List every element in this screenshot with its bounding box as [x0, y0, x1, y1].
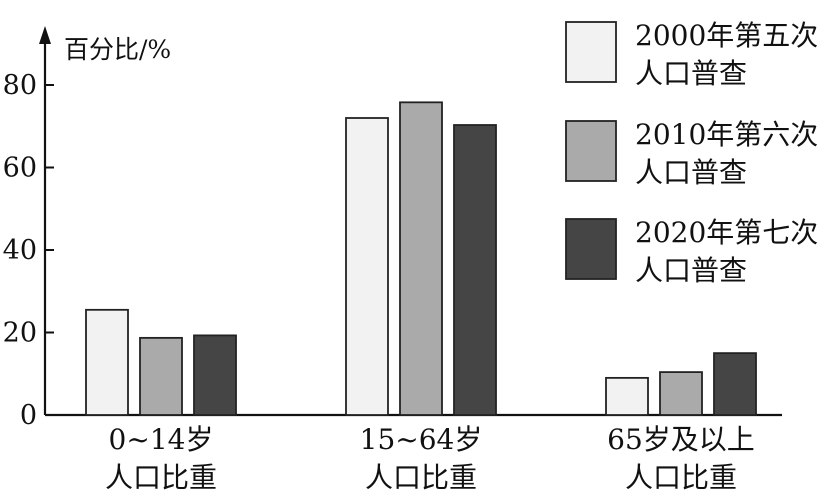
y-axis-label: 百分比/% [64, 35, 171, 64]
legend-label: 2010年第六次 [635, 118, 818, 151]
category-label: 15~64岁 [360, 423, 483, 456]
legend-label: 2020年第七次 [635, 216, 818, 249]
legend-swatch-3 [565, 218, 617, 280]
legend-swatch-1 [565, 21, 617, 83]
y-tick-label: 0 [20, 400, 37, 431]
bars [85, 101, 757, 416]
bar-series-1-cat-2 [345, 117, 389, 416]
legend-label: 人口普查 [635, 57, 747, 90]
bar-series-3-cat-3 [713, 352, 757, 416]
y-tick-label: 60 [3, 153, 37, 184]
category-label: 人口比重 [105, 461, 217, 494]
y-ticks: 0 20 40 60 80 [3, 70, 54, 431]
y-axis-arrow-icon [39, 26, 51, 44]
bar-series-2-cat-2 [399, 101, 443, 416]
bar-series-3-cat-1 [193, 334, 237, 416]
bar-series-2-cat-1 [139, 336, 183, 416]
category-label: 人口比重 [365, 461, 477, 494]
bar-series-2-cat-3 [659, 371, 703, 416]
bar-series-1-cat-1 [85, 308, 129, 416]
legend-swatch-2 [565, 120, 617, 182]
legend-label: 人口普查 [635, 254, 747, 287]
y-tick-label: 40 [3, 235, 37, 266]
category-label: 人口比重 [625, 461, 737, 494]
legend-label: 2000年第五次 [635, 19, 818, 52]
bar-series-1-cat-3 [605, 376, 649, 416]
y-tick-label: 80 [3, 70, 37, 101]
bar-series-3-cat-2 [453, 124, 497, 416]
legend-label: 人口普查 [635, 156, 747, 189]
y-tick-label: 20 [3, 318, 37, 349]
category-label: 65岁及以上 [607, 423, 755, 456]
category-label: 0~14岁 [109, 423, 214, 456]
